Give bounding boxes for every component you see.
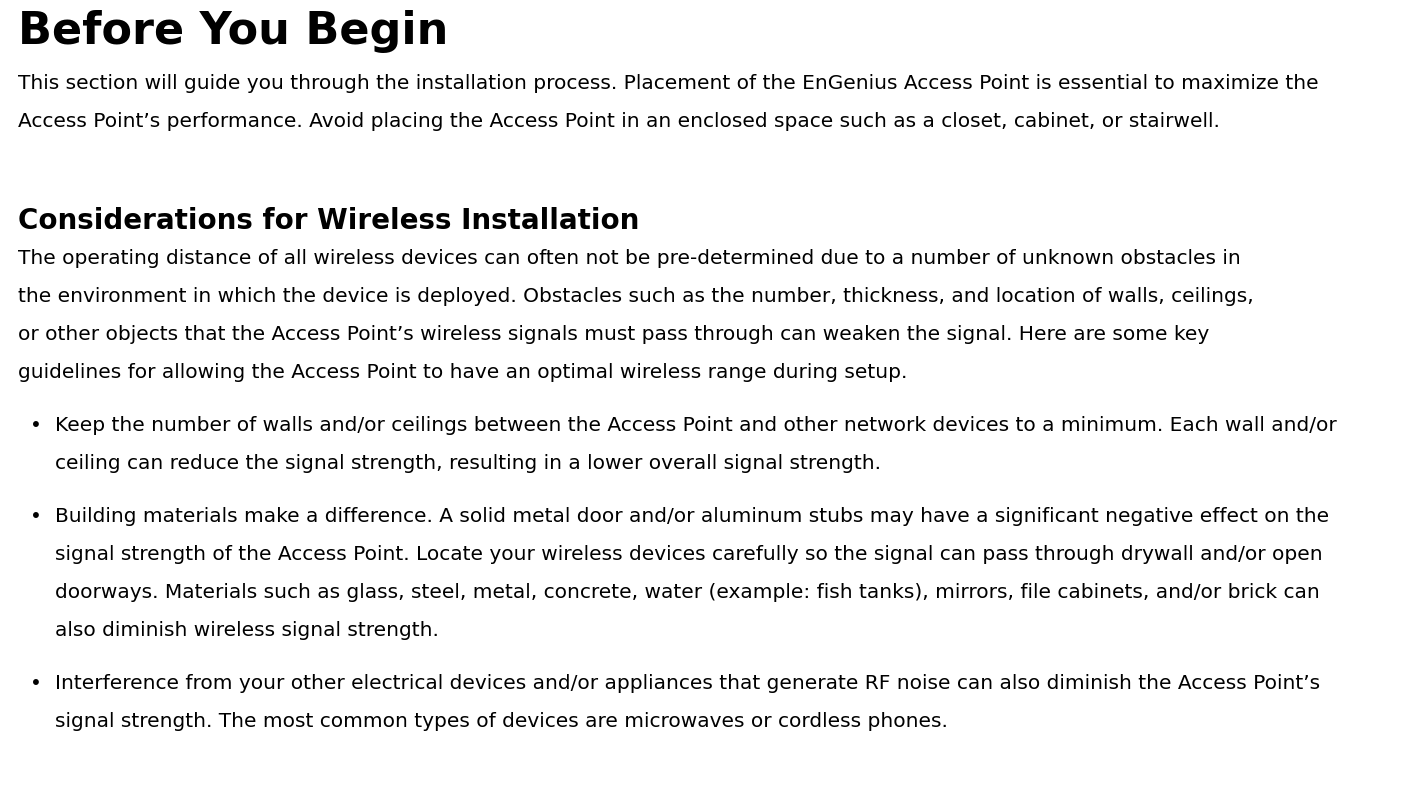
Text: This section will guide you through the installation process. Placement of the E: This section will guide you through the … bbox=[18, 74, 1318, 93]
Text: ceiling can reduce the signal strength, resulting in a lower overall signal stre: ceiling can reduce the signal strength, … bbox=[55, 454, 881, 472]
Text: also diminish wireless signal strength.: also diminish wireless signal strength. bbox=[55, 621, 439, 640]
Text: or other objects that the Access Point’s wireless signals must pass through can : or other objects that the Access Point’s… bbox=[18, 325, 1210, 344]
Text: Access Point’s performance. Avoid placing the Access Point in an enclosed space : Access Point’s performance. Avoid placin… bbox=[18, 112, 1220, 131]
Text: •: • bbox=[30, 674, 42, 693]
Text: Before You Begin: Before You Begin bbox=[18, 10, 448, 53]
Text: Keep the number of walls and/or ceilings between the Access Point and other netw: Keep the number of walls and/or ceilings… bbox=[55, 416, 1337, 435]
Text: Building materials make a difference. A solid metal door and/or aluminum stubs m: Building materials make a difference. A … bbox=[55, 507, 1330, 526]
Text: signal strength. The most common types of devices are microwaves or cordless pho: signal strength. The most common types o… bbox=[55, 712, 948, 731]
Text: signal strength of the Access Point. Locate your wireless devices carefully so t: signal strength of the Access Point. Loc… bbox=[55, 545, 1323, 564]
Text: guidelines for allowing the Access Point to have an optimal wireless range durin: guidelines for allowing the Access Point… bbox=[18, 362, 908, 381]
Text: doorways. Materials such as glass, steel, metal, concrete, water (example: fish : doorways. Materials such as glass, steel… bbox=[55, 583, 1320, 602]
Text: •: • bbox=[30, 416, 42, 435]
Text: Considerations for Wireless Installation: Considerations for Wireless Installation bbox=[18, 207, 639, 235]
Text: the environment in which the device is deployed. Obstacles such as the number, t: the environment in which the device is d… bbox=[18, 286, 1253, 306]
Text: Interference from your other electrical devices and/or appliances that generate : Interference from your other electrical … bbox=[55, 674, 1320, 693]
Text: The operating distance of all wireless devices can often not be pre-determined d: The operating distance of all wireless d… bbox=[18, 249, 1241, 267]
Text: •: • bbox=[30, 507, 42, 526]
